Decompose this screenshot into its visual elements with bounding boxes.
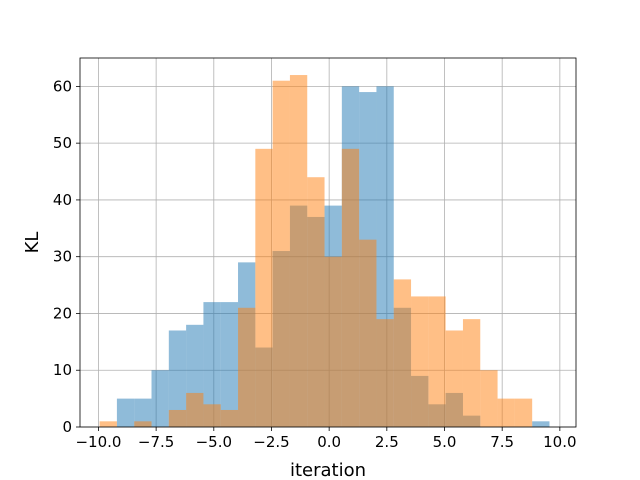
x-tick-label: 5.0 — [433, 433, 457, 451]
y-tick-label: 30 — [53, 248, 72, 266]
y-tick-label: 60 — [53, 77, 72, 95]
histogram-bar — [186, 392, 204, 427]
histogram-bar — [220, 409, 239, 427]
x-axis-title: iteration — [290, 460, 366, 480]
histogram-bar — [272, 80, 290, 427]
x-tick-label: 7.5 — [490, 433, 514, 451]
histogram-series-1 — [99, 75, 533, 428]
y-tick-label: 40 — [53, 191, 72, 209]
histogram-bar — [376, 319, 394, 427]
ticks-layer: −10.0 −7.5 −5.0 −2.5 0.0 2.5 5.0 7.5 10.0 0 10 20 30… — [53, 77, 577, 451]
histogram-bar — [497, 398, 515, 427]
x-tick-label: −5.0 — [196, 433, 232, 451]
histogram-bar — [462, 319, 481, 427]
histogram-bar — [99, 421, 117, 427]
histogram-bar — [151, 370, 169, 427]
histogram-bar — [514, 398, 533, 427]
histogram-bar — [324, 256, 342, 427]
histogram-bar — [134, 421, 152, 427]
histogram-bar — [220, 302, 239, 427]
histogram-bar — [480, 370, 498, 427]
y-tick-label: 0 — [62, 418, 72, 436]
y-tick-label: 20 — [53, 304, 72, 322]
histogram-bar — [289, 75, 308, 428]
histogram-bar — [359, 239, 377, 427]
x-tick-label: −10.0 — [75, 433, 121, 451]
histogram-bar — [428, 296, 446, 427]
histogram-bar — [255, 148, 273, 428]
histogram-bar — [238, 307, 256, 427]
bars-layer — [99, 75, 550, 428]
y-tick-label: 10 — [53, 361, 72, 379]
x-tick-label: 10.0 — [543, 433, 576, 451]
histogram-bar — [168, 330, 187, 427]
histogram-bar — [411, 296, 429, 427]
plot-frame — [79, 57, 577, 428]
histogram-bar — [134, 398, 152, 427]
x-tick-label: −2.5 — [253, 433, 289, 451]
histogram-bar — [445, 330, 463, 427]
histogram-bar — [203, 404, 221, 427]
histogram-bar — [307, 177, 325, 427]
y-tick-label: 50 — [53, 134, 72, 152]
x-tick-label: 2.5 — [375, 433, 399, 451]
histogram-bar — [341, 148, 360, 428]
x-tick-label: −7.5 — [138, 433, 174, 451]
histogram-bar — [116, 398, 135, 427]
histogram-bar — [532, 421, 550, 427]
y-axis-title: KL — [22, 232, 43, 254]
histogram-bar — [168, 409, 187, 427]
x-tick-label: 0.0 — [317, 433, 341, 451]
histogram-bar — [203, 302, 221, 427]
histogram-bar — [393, 279, 412, 427]
